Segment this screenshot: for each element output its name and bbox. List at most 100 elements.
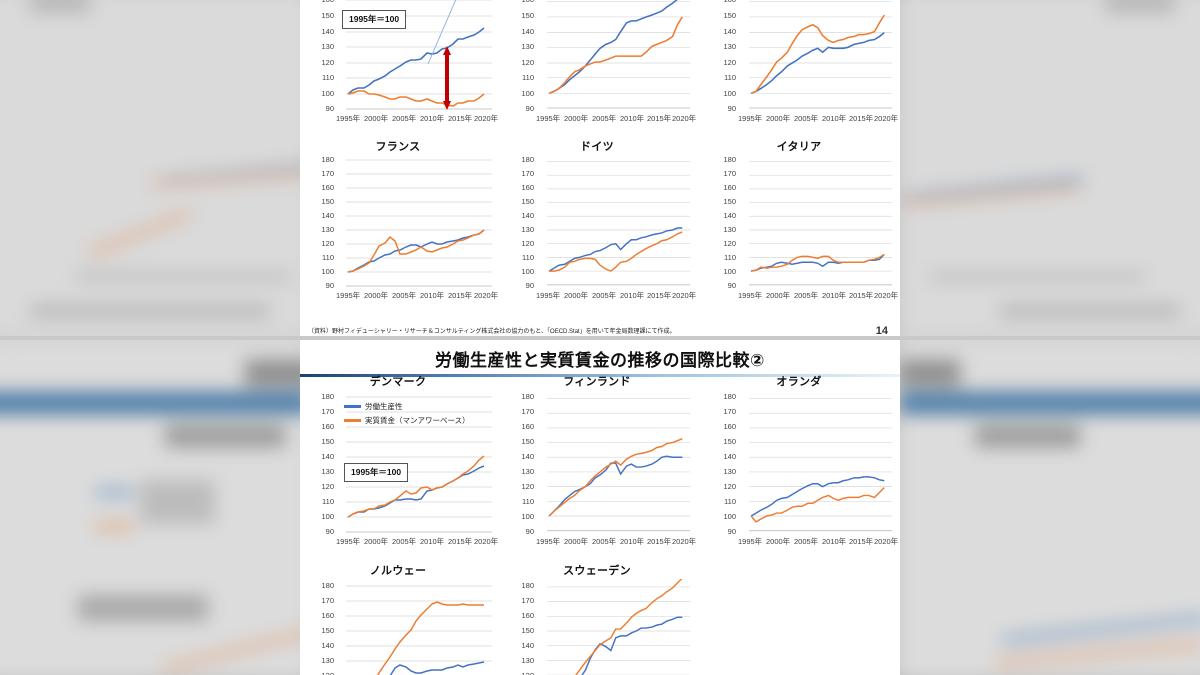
y-tick: 90 [727, 527, 736, 536]
y-tick: 150 [521, 197, 534, 206]
source-footnote: （資料）野村フィデューシャリー・リサーチ＆コンサルティング株式会社の協力のもと、… [308, 329, 676, 335]
chart-norway: ノルウェー [300, 562, 496, 675]
y-tick: 150 [723, 197, 736, 206]
y-tick: 160 [521, 422, 534, 431]
chart-empty-slot [698, 562, 900, 675]
x-tick: 2015年 [448, 114, 473, 123]
y-tick: 140 [321, 641, 334, 650]
chart-title: デンマーク [369, 376, 427, 388]
x-tick: 2015年 [448, 537, 473, 546]
x-tick: 2010年 [822, 537, 847, 546]
y-tick: 90 [525, 281, 534, 290]
y-tick: 100 [321, 89, 334, 98]
chart-title: スウェーデン [563, 565, 631, 577]
x-tick: 2020年 [474, 291, 499, 300]
y-tick: 130 [723, 42, 736, 51]
x-tick: 2000年 [766, 114, 791, 123]
y-tick: 120 [321, 239, 334, 248]
x-tick: 1995年 [738, 537, 763, 546]
callout-leader-line [427, 0, 457, 65]
y-tick: 120 [500, 671, 534, 675]
x-tick: 2000年 [564, 114, 589, 123]
x-tick: 2005年 [592, 537, 617, 546]
x-tick: 2000年 [364, 114, 389, 123]
y-tick: 130 [521, 467, 534, 476]
legend-label: 労働生産性 [365, 402, 403, 411]
y-tick: 130 [321, 467, 334, 476]
y-tick: 110 [724, 73, 736, 82]
chart-legend: 労働生産性 実質賃金（マンアワーベース） [344, 401, 470, 429]
x-tick: 1995年 [738, 114, 763, 123]
chart-uk-plot [749, 0, 893, 109]
y-tick: 120 [521, 58, 534, 67]
x-tick: 2010年 [420, 291, 445, 300]
y-tick: 90 [525, 527, 534, 536]
chart-finland-plot [547, 398, 691, 532]
y-tick: 180 [521, 392, 534, 401]
y-tick: 130 [321, 42, 334, 51]
x-tick: 2020年 [474, 537, 499, 546]
x-tick: 2005年 [794, 537, 819, 546]
y-tick: 130 [521, 42, 534, 51]
chart-germany: ドイツ [496, 138, 698, 303]
x-tick: 2000年 [364, 291, 389, 300]
legend-swatch-orange [344, 419, 361, 422]
y-tick: 130 [321, 225, 334, 234]
x-tick: 2020年 [874, 291, 899, 300]
y-tick: 100 [521, 89, 534, 98]
y-tick: 120 [321, 58, 334, 67]
slide-title-block: 労働生産性と実質賃金の推移の国際比較② [300, 340, 900, 377]
x-tick: 2015年 [448, 291, 473, 300]
x-tick: 2015年 [647, 114, 672, 123]
x-tick: 1995年 [336, 114, 361, 123]
chart-usa-plot [547, 0, 691, 109]
y-tick: 150 [321, 11, 334, 20]
x-tick: 2015年 [647, 537, 672, 546]
page-number: 14 [875, 325, 888, 337]
y-tick: 120 [521, 482, 534, 491]
y-tick: 110 [522, 253, 534, 262]
y-tick: 120 [723, 58, 736, 67]
y-tick: 160 [321, 422, 334, 431]
y-tick: 170 [321, 169, 334, 178]
y-tick: 170 [723, 169, 736, 178]
x-tick: 2005年 [592, 291, 617, 300]
chart-legend: 実質賃金（マンアワーベース） [340, 0, 466, 2]
chart-japan-plot [346, 0, 492, 110]
y-tick: 110 [724, 497, 736, 506]
y-tick: 90 [325, 104, 334, 113]
y-tick: 170 [723, 407, 736, 416]
y-tick: 150 [521, 11, 534, 20]
y-tick: 150 [321, 626, 334, 635]
x-tick: 2020年 [474, 114, 499, 123]
y-tick: 130 [723, 225, 736, 234]
chart-italy: イタリア [698, 138, 900, 303]
x-tick: 1995年 [336, 291, 361, 300]
y-tick: 180 [723, 155, 736, 164]
y-tick: 90 [325, 281, 334, 290]
y-tick: 90 [727, 281, 736, 290]
y-tick: 90 [525, 104, 534, 113]
y-tick: 150 [521, 437, 534, 446]
y-tick: 170 [521, 169, 534, 178]
x-tick: 2005年 [592, 114, 617, 123]
chart-sweden: スウェーデン [496, 562, 698, 675]
x-tick: 2005年 [794, 291, 819, 300]
y-tick: 130 [321, 656, 334, 665]
y-tick: 160 [521, 183, 534, 192]
y-tick: 160 [300, 0, 334, 4]
y-tick: 160 [723, 183, 736, 192]
y-tick: 170 [321, 407, 334, 416]
y-tick: 170 [521, 407, 534, 416]
y-tick: 140 [321, 27, 334, 36]
y-tick: 180 [321, 392, 334, 401]
y-tick: 110 [522, 497, 534, 506]
x-tick: 2020年 [874, 537, 899, 546]
y-tick: 180 [321, 581, 334, 590]
x-tick: 2000年 [564, 537, 589, 546]
x-tick: 2010年 [620, 114, 645, 123]
y-tick: 160 [521, 611, 534, 620]
y-tick: 150 [521, 626, 534, 635]
x-tick: 2000年 [364, 537, 389, 546]
y-tick: 100 [521, 267, 534, 276]
